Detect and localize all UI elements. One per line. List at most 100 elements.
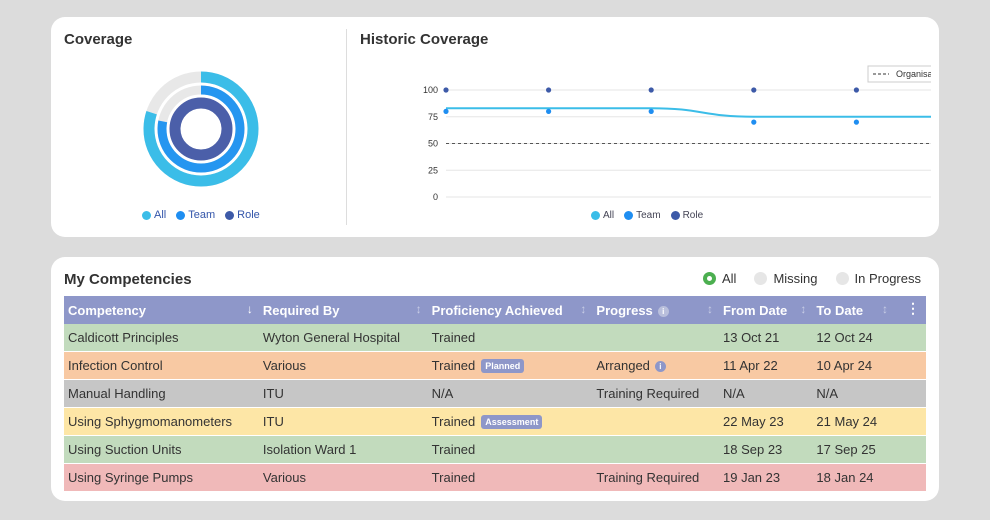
- cell-proficiency-text: Trained: [431, 442, 476, 457]
- radio-icon[interactable]: [702, 272, 716, 285]
- legend-label: Role: [237, 209, 260, 221]
- cell-required-by: ITU: [258, 379, 428, 408]
- cell-to-date-text: 21 May 24: [816, 414, 878, 429]
- sort-icon[interactable]: ↕: [882, 302, 888, 316]
- cell-proficiency: N/A: [427, 379, 593, 408]
- cell-required-by-text: Various: [262, 358, 307, 373]
- table-row[interactable]: Caldicott Principles Wyton General Hospit…: [64, 324, 926, 352]
- table-header: Competency ↓ Required By ↕ Proficiency Ach…: [64, 296, 926, 324]
- point-role: [853, 87, 859, 93]
- column-menu-icon[interactable]: ⋮: [906, 300, 920, 316]
- cell-proficiency: Trained Planned: [427, 351, 593, 380]
- cell-from-date-text: 13 Oct 21: [723, 330, 780, 345]
- cell-from-date-text: 19 Jan 23: [723, 470, 781, 485]
- legend-swatch: [176, 210, 186, 220]
- info-icon[interactable]: i: [654, 361, 666, 373]
- point-role: [443, 87, 449, 93]
- table-row[interactable]: Using Sphygmomanometers ITU Trained Assessm…: [64, 407, 926, 436]
- column-label: To Date: [816, 302, 864, 318]
- column-required-by[interactable]: Required By ↕: [258, 296, 428, 324]
- table-row[interactable]: Using Suction Units Isolation Ward 1 Train…: [64, 435, 926, 464]
- legend-item-all[interactable]: All: [591, 210, 614, 221]
- sort-icon[interactable]: ↕: [707, 302, 713, 316]
- competencies-title: My Competencies: [64, 271, 192, 288]
- cell-progress: [592, 324, 719, 352]
- cell-proficiency: Trained: [427, 324, 593, 352]
- filter-in-progress[interactable]: In Progress: [835, 271, 921, 286]
- column-label: Progress: [596, 302, 653, 318]
- legend-item-role[interactable]: Role: [670, 210, 703, 221]
- sort-desc-icon[interactable]: ↓: [246, 302, 253, 316]
- table-row[interactable]: Infection Control Various Trained Planned Ar…: [64, 351, 926, 380]
- cell-proficiency-text: Trained: [431, 470, 476, 485]
- cell-competency-text: Using Sphygmomanometers: [68, 414, 233, 429]
- column-from-date[interactable]: From Date ↕: [719, 296, 813, 324]
- cell-required-by: ITU: [258, 407, 428, 436]
- column-label: Competency: [68, 302, 147, 318]
- cell-progress-text: Training Required: [596, 470, 700, 485]
- legend-label: Organisation Avg.: [896, 69, 931, 79]
- cell-competency-text: Using Syringe Pumps: [68, 470, 193, 485]
- cell-to-date: 10 Apr 24: [812, 351, 926, 380]
- table-row[interactable]: Manual Handling ITU N/A Training Required N/…: [64, 379, 926, 408]
- sort-icon[interactable]: ↕: [800, 302, 807, 316]
- y-tick-label: 0: [433, 192, 438, 202]
- cell-from-date-text: 22 May 23: [723, 414, 784, 429]
- cell-from-date: 18 Sep 23: [719, 435, 813, 464]
- y-tick-label: 50: [428, 139, 438, 149]
- radio-icon[interactable]: [835, 272, 849, 285]
- cell-progress: [592, 407, 719, 436]
- ring-role: [169, 97, 233, 161]
- column-progress[interactable]: Progress i ↕: [592, 296, 719, 324]
- column-to-date[interactable]: To Date ↕ ⋮: [812, 296, 926, 324]
- point-role: [751, 87, 757, 93]
- cell-to-date-text: 12 Oct 24: [816, 330, 873, 345]
- cell-required-by-text: Various: [262, 470, 307, 485]
- radio-icon[interactable]: [754, 272, 768, 285]
- cell-to-date-text: 17 Sep 25: [816, 442, 876, 457]
- legend-item-role[interactable]: Role: [225, 209, 260, 221]
- cell-competency-text: Caldicott Principles: [68, 330, 179, 345]
- info-icon[interactable]: i: [657, 305, 669, 317]
- legend-swatch: [624, 211, 634, 220]
- filter-all[interactable]: All: [702, 271, 736, 286]
- legend-item-all[interactable]: All: [142, 209, 166, 221]
- legend-label: Team: [636, 210, 661, 221]
- legend-item-team[interactable]: Team: [624, 210, 661, 221]
- column-competency[interactable]: Competency ↓: [64, 296, 259, 324]
- cell-required-by: Isolation Ward 1: [258, 435, 428, 464]
- competencies-table: Competency ↓ Required By ↕ Proficiency Ach…: [64, 296, 926, 492]
- cell-to-date-text: 18 Jan 24: [816, 470, 874, 485]
- point-role: [648, 87, 654, 93]
- cell-progress-text: Arranged: [596, 358, 650, 373]
- legend-swatch: [670, 211, 680, 220]
- table-row[interactable]: Using Syringe Pumps Various Trained Trainin…: [64, 463, 926, 492]
- cell-to-date-text: 10 Apr 24: [816, 358, 873, 373]
- filter-label: In Progress: [854, 271, 921, 286]
- historic-coverage-chart: 0255075100OctNovDecJanFebMarOrganisation…: [423, 65, 931, 202]
- coverage-donut-chart: [143, 71, 259, 187]
- legend-swatch: [142, 210, 151, 220]
- filter-label: Missing: [773, 271, 818, 286]
- column-label: From Date: [723, 302, 788, 318]
- organisation-avg-legend: Organisation Avg.: [867, 65, 931, 83]
- column-proficiency[interactable]: Proficiency Achieved ↕: [427, 296, 593, 324]
- column-label: Proficiency Achieved: [431, 302, 563, 318]
- cell-to-date: 21 May 24: [812, 407, 926, 436]
- legend-item-team[interactable]: Team: [176, 209, 215, 221]
- sort-icon[interactable]: ↕: [415, 302, 422, 316]
- status-badge: Planned: [481, 359, 525, 374]
- legend-box: [867, 65, 931, 83]
- cell-competency-text: Infection Control: [68, 358, 163, 373]
- point-role: [546, 87, 552, 93]
- cell-competency: Manual Handling: [64, 379, 259, 408]
- series-line-all: [446, 107, 931, 118]
- point-team: [751, 119, 757, 125]
- filter-missing[interactable]: Missing: [754, 271, 818, 286]
- panel-divider: [346, 29, 347, 225]
- sort-icon[interactable]: ↕: [580, 302, 587, 316]
- cell-progress: Arranged i: [592, 351, 719, 380]
- cell-required-by-text: ITU: [262, 386, 284, 401]
- cell-required-by-text: Wyton General Hospital: [262, 330, 401, 345]
- point-team: [853, 119, 859, 125]
